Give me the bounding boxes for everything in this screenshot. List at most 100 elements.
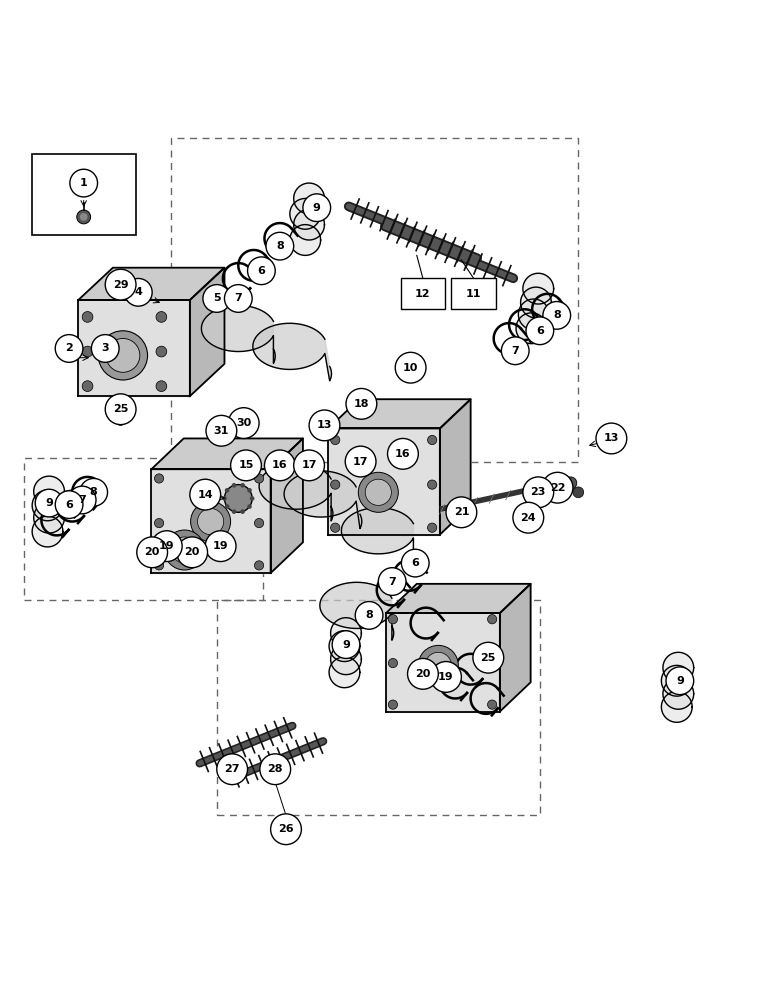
Polygon shape (341, 508, 415, 566)
Circle shape (418, 645, 459, 685)
Circle shape (271, 814, 301, 845)
Circle shape (293, 450, 324, 481)
Polygon shape (293, 183, 324, 214)
Polygon shape (328, 399, 471, 428)
Circle shape (91, 335, 119, 362)
Polygon shape (290, 198, 320, 229)
Polygon shape (386, 613, 499, 712)
Circle shape (189, 549, 198, 558)
Circle shape (137, 537, 168, 568)
Circle shape (255, 518, 264, 528)
Polygon shape (259, 463, 333, 521)
Circle shape (124, 278, 152, 306)
Circle shape (151, 531, 182, 562)
Circle shape (56, 491, 83, 518)
Circle shape (330, 480, 340, 489)
Circle shape (216, 544, 225, 553)
Text: 8: 8 (553, 310, 560, 320)
Circle shape (205, 531, 236, 562)
Circle shape (164, 530, 205, 570)
Circle shape (428, 523, 437, 532)
Text: 17: 17 (301, 460, 317, 470)
Text: 14: 14 (198, 490, 213, 500)
Polygon shape (520, 287, 551, 318)
Text: 19: 19 (159, 541, 174, 551)
Text: 12: 12 (415, 289, 431, 299)
Circle shape (330, 523, 340, 532)
Circle shape (198, 508, 224, 535)
Circle shape (247, 488, 252, 493)
Circle shape (105, 394, 136, 425)
Text: 22: 22 (550, 483, 565, 493)
Circle shape (154, 474, 164, 483)
Text: 7: 7 (78, 495, 86, 505)
Circle shape (232, 509, 236, 514)
Circle shape (240, 509, 245, 514)
Polygon shape (151, 438, 303, 469)
Circle shape (106, 338, 140, 372)
Polygon shape (499, 584, 530, 712)
Circle shape (225, 285, 252, 312)
Circle shape (80, 478, 107, 506)
Circle shape (238, 459, 253, 475)
Circle shape (332, 631, 360, 658)
Polygon shape (663, 652, 694, 683)
Polygon shape (271, 438, 303, 573)
Circle shape (171, 537, 198, 563)
Circle shape (303, 194, 330, 222)
Polygon shape (440, 399, 471, 535)
Circle shape (231, 450, 262, 481)
Text: 20: 20 (144, 547, 160, 557)
Text: 27: 27 (225, 764, 240, 774)
Circle shape (116, 416, 125, 425)
Text: 6: 6 (411, 558, 419, 568)
Circle shape (265, 450, 295, 481)
Polygon shape (34, 502, 65, 533)
Circle shape (216, 428, 227, 438)
Circle shape (596, 423, 627, 454)
Text: 21: 21 (454, 507, 469, 517)
Polygon shape (662, 692, 692, 722)
Text: 24: 24 (520, 513, 536, 523)
Circle shape (105, 269, 136, 300)
Text: 13: 13 (604, 433, 619, 443)
Circle shape (543, 302, 571, 329)
Circle shape (542, 472, 573, 503)
Text: 18: 18 (354, 399, 369, 409)
Circle shape (82, 381, 93, 392)
Circle shape (488, 658, 496, 668)
Circle shape (177, 537, 208, 568)
Circle shape (523, 477, 554, 508)
Circle shape (156, 312, 167, 322)
Text: 7: 7 (235, 293, 242, 303)
Text: 20: 20 (185, 547, 200, 557)
Circle shape (548, 478, 559, 489)
Polygon shape (328, 428, 440, 535)
Text: 2: 2 (65, 343, 73, 353)
Polygon shape (386, 584, 530, 613)
Polygon shape (201, 305, 276, 363)
Circle shape (488, 700, 496, 709)
Circle shape (346, 388, 377, 419)
Circle shape (248, 257, 276, 285)
Circle shape (488, 615, 496, 624)
Text: 9: 9 (45, 498, 53, 508)
Bar (452, 278, 496, 309)
Polygon shape (253, 323, 331, 381)
Circle shape (56, 335, 83, 362)
Text: 19: 19 (438, 672, 454, 682)
Circle shape (355, 602, 383, 629)
Circle shape (345, 446, 376, 477)
Circle shape (388, 658, 398, 668)
Text: 31: 31 (214, 426, 229, 436)
Polygon shape (32, 490, 63, 521)
Text: 9: 9 (342, 640, 350, 650)
Circle shape (154, 518, 164, 528)
Text: 8: 8 (90, 487, 97, 497)
Circle shape (473, 642, 503, 673)
Circle shape (666, 667, 694, 695)
Text: 7: 7 (511, 346, 519, 356)
Polygon shape (290, 225, 320, 255)
Circle shape (206, 415, 237, 446)
Polygon shape (329, 657, 360, 688)
